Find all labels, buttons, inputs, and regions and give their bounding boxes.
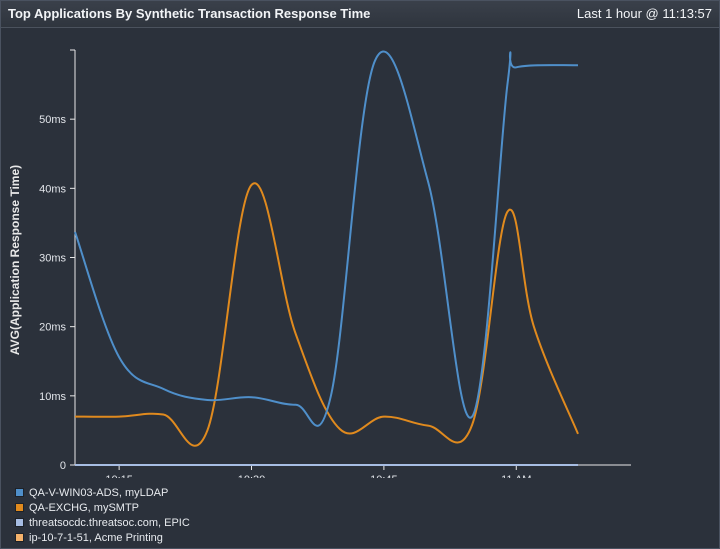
panel-header: Top Applications By Synthetic Transactio… <box>1 1 719 28</box>
legend-item[interactable]: QA-EXCHG, mySMTP <box>15 500 190 515</box>
legend-swatch <box>15 488 24 497</box>
y-tick-label: 30ms <box>39 253 66 265</box>
y-tick-label: 0 <box>60 460 66 472</box>
y-tick-label: 40ms <box>39 183 66 195</box>
x-tick-label: 11 AM <box>501 474 531 478</box>
panel-title: Top Applications By Synthetic Transactio… <box>8 6 371 21</box>
chart-legend: QA-V-WIN03-ADS, myLDAP QA-EXCHG, mySMTP th… <box>15 485 190 545</box>
legend-label: QA-EXCHG, mySMTP <box>29 501 140 514</box>
x-axis: 10:15 10:30 10:45 11 AM <box>75 464 631 486</box>
y-axis-label: AVG(Application Response Time) <box>8 165 22 355</box>
legend-item[interactable]: QA-V-WIN03-ADS, myLDAP <box>15 485 190 500</box>
x-tick-label: 10:30 <box>238 474 266 478</box>
chart-area: AVG(Application Response Time) 0 10ms 20ms… <box>1 28 719 486</box>
y-tick-label: 10ms <box>39 391 66 403</box>
legend-swatch <box>15 533 24 542</box>
legend-label: ip-10-7-1-51, Acme Printing <box>29 531 163 544</box>
legend-swatch <box>15 518 24 527</box>
line-chart: AVG(Application Response Time) 0 10ms 20ms… <box>8 49 631 486</box>
legend-item[interactable]: ip-10-7-1-51, Acme Printing <box>15 530 190 545</box>
legend-label: threatsocdc.threatsoc.com, EPIC <box>29 516 190 529</box>
x-tick-label: 10:45 <box>370 474 398 478</box>
y-tick-label: 50ms <box>39 114 66 126</box>
legend-label: QA-V-WIN03-ADS, myLDAP <box>29 486 169 499</box>
y-tick-label: 20ms <box>39 322 66 334</box>
legend-swatch <box>15 503 24 512</box>
series-line-2[interactable] <box>74 182 579 447</box>
x-tick-label: 10:15 <box>105 474 133 478</box>
legend-item[interactable]: threatsocdc.threatsoc.com, EPIC <box>15 515 190 530</box>
series-line-1[interactable] <box>74 50 579 427</box>
y-axis: 0 10ms 20ms 30ms 40ms 50ms <box>39 49 76 472</box>
time-range-label[interactable]: Last 1 hour @ 11:13:57 <box>576 6 712 21</box>
series-lines <box>74 50 579 466</box>
